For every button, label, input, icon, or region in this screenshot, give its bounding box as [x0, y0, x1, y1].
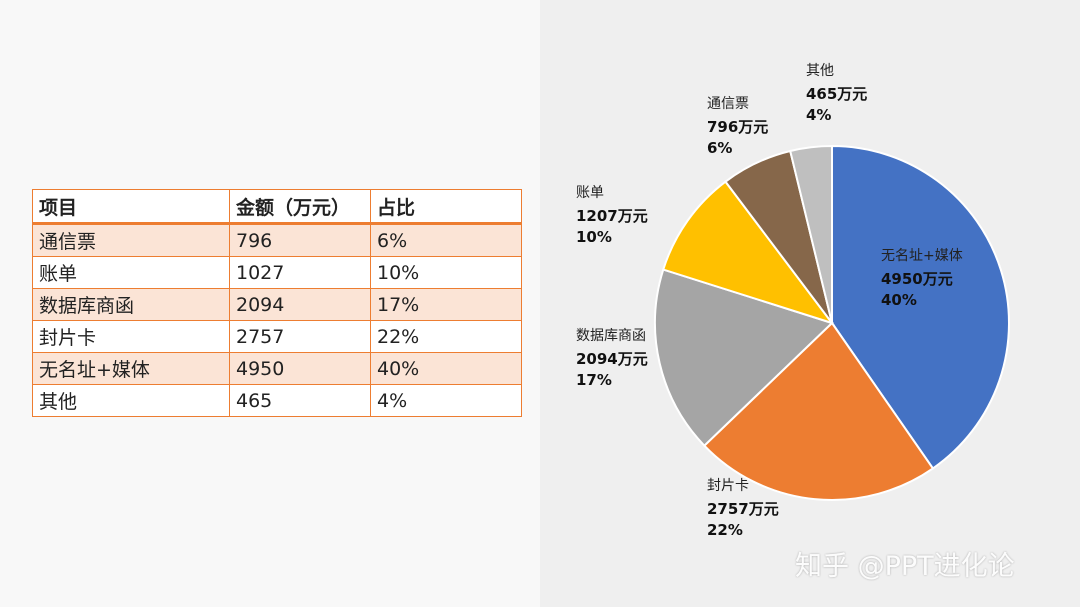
- table-row: 账单 1027 10%: [32, 256, 522, 289]
- table-cell: 数据库商函: [32, 288, 230, 321]
- slice-percent-label: 4%: [806, 106, 831, 124]
- table-header-row: 项目 金额（万元） 占比: [32, 189, 522, 225]
- slice-value-label: 4950万元: [881, 270, 953, 288]
- table-cell: 无名址+媒体: [32, 352, 230, 385]
- slice-percent-label: 22%: [707, 521, 743, 539]
- data-table: 项目 金额（万元） 占比 通信票 796 6% 账单 1027 10% 数据库商函 2094 17% 封…: [32, 189, 522, 417]
- table-cell: 1027: [229, 256, 371, 289]
- column-header: 金额（万元）: [229, 189, 371, 225]
- table-cell: 4950: [229, 352, 371, 385]
- table-cell: 40%: [370, 352, 522, 385]
- slice-value-label: 2757万元: [707, 500, 779, 518]
- table-cell: 796: [229, 223, 371, 257]
- slice-percent-label: 17%: [576, 371, 612, 389]
- table-cell: 6%: [370, 223, 522, 257]
- table-cell: 4%: [370, 384, 522, 417]
- pie-slice: [789, 144, 833, 324]
- slice-percent-label: 40%: [881, 291, 917, 309]
- slice-name-label: 无名址+媒体: [881, 248, 963, 264]
- slice-percent-label: 6%: [707, 139, 732, 157]
- slice-name-label: 账单: [576, 185, 604, 201]
- table-row: 无名址+媒体 4950 40%: [32, 352, 522, 385]
- slice-value-label: 2094万元: [576, 350, 648, 368]
- pie-slice: [831, 144, 1010, 470]
- table-cell: 17%: [370, 288, 522, 321]
- column-header: 项目: [32, 189, 230, 225]
- table-cell: 10%: [370, 256, 522, 289]
- pie-slice: [702, 321, 935, 501]
- table-cell: 封片卡: [32, 320, 230, 353]
- table-cell: 通信票: [32, 223, 230, 257]
- table-cell: 账单: [32, 256, 230, 289]
- table-row: 通信票 796 6%: [32, 223, 522, 257]
- table-cell: 2094: [229, 288, 371, 321]
- pie-slice: [654, 268, 834, 448]
- table-row: 数据库商函 2094 17%: [32, 288, 522, 321]
- table-cell: 22%: [370, 320, 522, 353]
- slice-name-label: 通信票: [707, 96, 749, 112]
- table-cell: 其他: [32, 384, 230, 417]
- slice-percent-label: 10%: [576, 228, 612, 246]
- table-row: 其他 465 4%: [32, 384, 522, 417]
- column-header: 占比: [370, 189, 522, 225]
- slice-name-label: 封片卡: [707, 478, 749, 494]
- slice-name-label: 其他: [806, 63, 834, 79]
- slice-value-label: 1207万元: [576, 207, 648, 225]
- watermark: 知乎 @PPT进化论: [795, 551, 1015, 582]
- slice-value-label: 465万元: [806, 85, 867, 103]
- pie-slice: [662, 180, 835, 325]
- slice-value-label: 796万元: [707, 118, 768, 136]
- left-panel: 项目 金额（万元） 占比 通信票 796 6% 账单 1027 10% 数据库商函 2094 17% 封…: [32, 189, 522, 417]
- table-row: 封片卡 2757 22%: [32, 320, 522, 353]
- slice-name-label: 数据库商函: [576, 328, 646, 344]
